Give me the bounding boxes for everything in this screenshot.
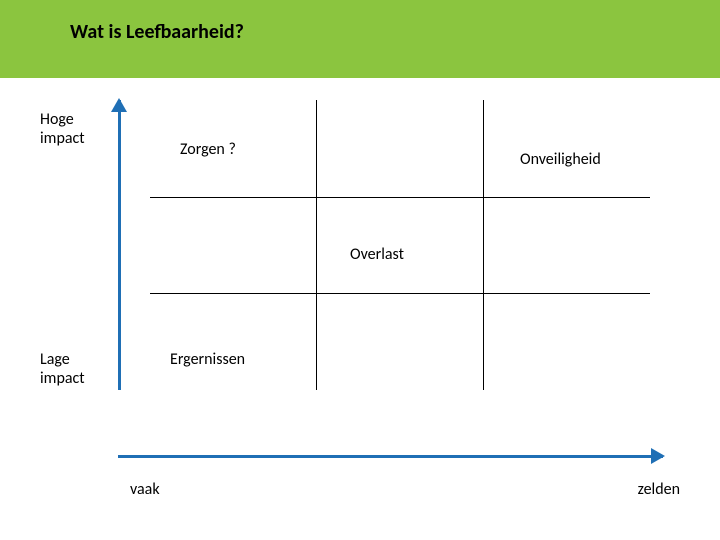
x-axis-left-label: vaak (130, 480, 160, 499)
y-axis-arrow (118, 100, 121, 390)
page-title: Wat is Leefbaarheid? (70, 20, 244, 44)
grid-vline-1 (316, 100, 317, 390)
y-axis-bottom-label: Lage impact (40, 350, 105, 388)
cell-middle: Overlast (350, 245, 404, 264)
y-axis-top-label: Hoge impact (40, 110, 105, 148)
grid-hline-2 (150, 293, 650, 294)
x-axis-arrow (118, 455, 663, 458)
x-axis-right-label: zelden (638, 480, 680, 499)
cell-top-right: Onveiligheid (520, 150, 601, 169)
grid-hline-1 (150, 197, 650, 198)
cell-bottom-left: Ergernissen (170, 350, 245, 369)
quadrant-diagram: Hoge impact Lage impact vaak zelden Zorg… (40, 100, 680, 520)
grid-vline-2 (483, 100, 484, 390)
cell-top-left: Zorgen ? (180, 140, 236, 159)
